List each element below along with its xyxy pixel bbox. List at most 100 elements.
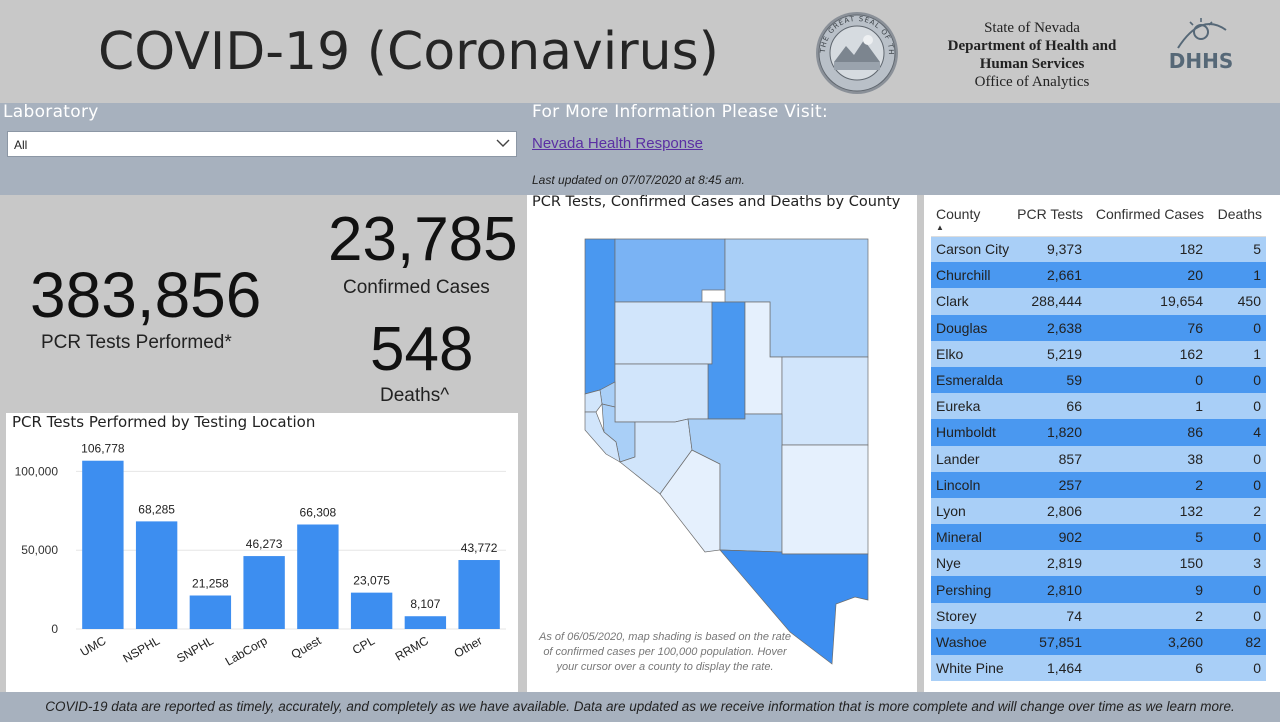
- pcr-tests-cell: 2,806: [1016, 497, 1087, 525]
- column-header-deaths[interactable]: Deaths: [1208, 202, 1266, 237]
- pcr-tests-label: PCR Tests Performed*: [41, 332, 232, 353]
- table-row[interactable]: Storey 74 2 0: [931, 602, 1266, 629]
- nevada-county-map: [584, 238, 869, 665]
- county-humboldt[interactable]: [614, 238, 726, 303]
- deaths-cell: 0: [1208, 314, 1266, 341]
- table-row[interactable]: Carson City 9,373 182 5: [931, 236, 1266, 263]
- county-pershing[interactable]: [614, 301, 713, 365]
- table-row[interactable]: Esmeralda 59 0 0: [931, 366, 1266, 394]
- county-name-cell: Carson City: [931, 236, 1016, 263]
- table-row[interactable]: Clark 288,444 19,654 450: [931, 288, 1266, 315]
- deaths-cell: 1: [1208, 340, 1266, 367]
- table-row[interactable]: Mineral 902 5 0: [931, 524, 1266, 551]
- deaths-cell: 3: [1208, 550, 1266, 577]
- table-row[interactable]: Eureka 66 1 0: [931, 393, 1266, 420]
- bar-labcorp[interactable]: [243, 556, 285, 629]
- county-name-cell: Lander: [931, 445, 1016, 472]
- bar-nsphl[interactable]: [135, 521, 178, 629]
- deaths-cell: 450: [1208, 288, 1266, 315]
- table-row[interactable]: Nye 2,819 150 3: [931, 550, 1266, 577]
- agency-block: State of Nevada Department of Health and…: [926, 19, 1138, 91]
- map-title: PCR Tests, Confirmed Cases and Deaths by…: [532, 194, 901, 210]
- table-row[interactable]: Elko 5,219 162 1: [931, 340, 1266, 367]
- county-white-pine[interactable]: [781, 356, 869, 446]
- bar-quest[interactable]: [297, 524, 339, 629]
- county-lander[interactable]: [707, 301, 746, 420]
- pcr-tests-cell: 2,810: [1016, 576, 1087, 603]
- confirmed-cases-label: Confirmed Cases: [343, 277, 490, 298]
- confirmed-cases-cell: 9: [1087, 576, 1208, 603]
- table-body: Carson City 9,373 182 5 Churchill 2,661 20 1 Cla…: [931, 236, 1266, 682]
- pcr-tests-cell: 9,373: [1016, 236, 1087, 263]
- table-row[interactable]: Washoe 57,851 3,260 82: [931, 628, 1266, 655]
- agency-line-bold: Human Services: [979, 56, 1085, 72]
- column-header-label: County: [936, 206, 981, 222]
- county-table: County ▲ PCR Tests Confirmed Cases Death…: [931, 202, 1266, 682]
- bar-value-label: 21,258: [192, 576, 229, 590]
- table-row[interactable]: Humboldt 1,820 86 4: [931, 419, 1266, 446]
- column-header-pcr-tests[interactable]: PCR Tests: [1016, 202, 1087, 237]
- bar-other[interactable]: [458, 560, 500, 629]
- deaths-cell: 0: [1208, 393, 1266, 420]
- county-name-cell: Lyon: [931, 497, 1016, 525]
- bar-value-label: 66,308: [300, 505, 337, 519]
- pcr-tests-cell: 74: [1016, 602, 1087, 629]
- pcr-tests-cell: 902: [1016, 524, 1087, 551]
- table-row[interactable]: Lincoln 257 2 0: [931, 471, 1266, 498]
- x-tick-label: CPL: [350, 633, 377, 657]
- county-washoe[interactable]: [584, 238, 616, 395]
- sort-ascending-icon[interactable]: ▲: [936, 223, 944, 232]
- footer-disclaimer: COVID-19 data are reported as timely, ac…: [45, 699, 1235, 714]
- table-row[interactable]: Douglas 2,638 76 0: [931, 314, 1266, 341]
- deaths-cell: 2: [1208, 497, 1266, 525]
- bar-rrmc[interactable]: [404, 616, 447, 629]
- confirmed-cases-cell: 162: [1087, 340, 1208, 367]
- laboratory-label: Laboratory: [3, 102, 99, 122]
- laboratory-dropdown[interactable]: All: [7, 131, 517, 157]
- column-header-confirmed-cases[interactable]: Confirmed Cases: [1087, 202, 1208, 237]
- pcr-tests-cell: 5,219: [1016, 340, 1087, 367]
- county-name-cell: Eureka: [931, 393, 1016, 420]
- confirmed-cases-cell: 86: [1087, 419, 1208, 446]
- table-row[interactable]: Pershing 2,810 9 0: [931, 576, 1266, 603]
- deaths-cell: 1: [1208, 262, 1266, 289]
- more-info-label: For More Information Please Visit:: [532, 102, 829, 122]
- column-header-county[interactable]: County ▲: [931, 202, 1016, 237]
- county-douglas[interactable]: [584, 411, 621, 463]
- confirmed-cases-cell: 38: [1087, 445, 1208, 472]
- bar-chart: 0 50,000 100,000 106,778 UMC 68,285 NSPHL 21,25…: [15, 442, 506, 669]
- nevada-seal-icon: THE GREAT SEAL OF THE STATE OF NEVADA: [812, 10, 898, 94]
- bar-umc[interactable]: [82, 460, 124, 629]
- y-tick-label: 50,000: [21, 543, 58, 557]
- bar-value-label: 46,273: [246, 537, 283, 551]
- bar-value-label: 43,772: [461, 541, 498, 555]
- county-carson-city[interactable]: [584, 389, 603, 413]
- footer-band: [0, 692, 1280, 722]
- x-tick-label: NSPHL: [120, 633, 162, 665]
- table-row[interactable]: White Pine 1,464 6 0: [931, 655, 1266, 682]
- confirmed-cases-cell: 5: [1087, 524, 1208, 551]
- county-lincoln[interactable]: [781, 444, 869, 555]
- nevada-health-response-link[interactable]: Nevada Health Response: [532, 135, 703, 152]
- deaths-value: 548: [370, 315, 474, 384]
- confirmed-cases-cell: 0: [1087, 366, 1208, 394]
- confirmed-cases-cell: 2: [1087, 471, 1208, 498]
- table-row[interactable]: Lander 857 38 0: [931, 445, 1266, 472]
- table-row[interactable]: Churchill 2,661 20 1: [931, 262, 1266, 289]
- confirmed-cases-value: 23,785: [328, 205, 518, 274]
- table-row[interactable]: Lyon 2,806 132 2: [931, 497, 1266, 525]
- county-name-cell: Lincoln: [931, 471, 1016, 498]
- bar-value-label: 23,075: [353, 574, 390, 588]
- county-name-cell: Churchill: [931, 262, 1016, 289]
- x-tick-label: SNPHL: [174, 633, 216, 665]
- deaths-cell: 0: [1208, 602, 1266, 629]
- confirmed-cases-cell: 20: [1087, 262, 1208, 289]
- chevron-down-icon[interactable]: [494, 135, 512, 151]
- deaths-cell: 5: [1208, 236, 1266, 263]
- bar-snphl[interactable]: [189, 595, 232, 629]
- bar-cpl[interactable]: [350, 592, 393, 629]
- county-name-cell: Humboldt: [931, 419, 1016, 446]
- county-churchill[interactable]: [614, 363, 709, 423]
- county-clark[interactable]: [719, 549, 869, 665]
- confirmed-cases-cell: 3,260: [1087, 628, 1208, 655]
